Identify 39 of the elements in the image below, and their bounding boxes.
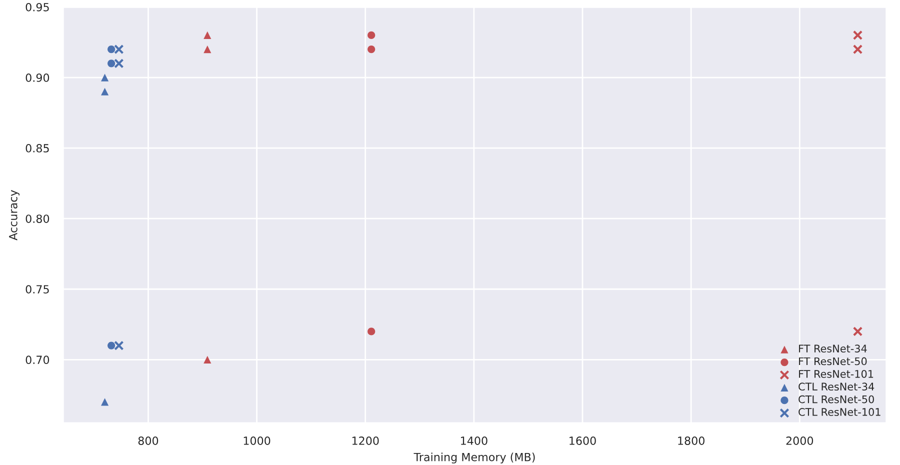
point (100, 88, 109, 96)
legend-label: CTL ResNet-50 (798, 395, 874, 404)
point (114, 58, 124, 68)
x-tick-label: 800 (138, 436, 158, 445)
point (852, 30, 863, 40)
x-tick-label: 1400 (461, 436, 488, 445)
x-tick-label: 2000 (786, 436, 814, 445)
x-tick-label: 1000 (244, 436, 270, 445)
x-tick-label: 1200 (352, 436, 379, 445)
point (368, 31, 376, 39)
point (100, 74, 109, 82)
y-tick-label: 0.80 (26, 214, 50, 223)
legend-label: FT ResNet-101 (799, 370, 874, 378)
point (204, 356, 212, 364)
y-tick-label: 0.95 (26, 2, 49, 12)
legend-label: FT ResNet-34 (799, 344, 867, 352)
x-tick-label: 1800 (678, 436, 704, 445)
point (108, 342, 116, 350)
point (852, 326, 863, 336)
point (100, 398, 109, 406)
point (114, 340, 124, 350)
y-tick-label: 0.75 (26, 285, 49, 294)
point (108, 45, 116, 54)
legend-label: CTL ResNet-34 (798, 382, 874, 391)
legend-label: FT ResNet-50 (799, 357, 867, 366)
x-axis-title: Training Memory (MB) (414, 452, 535, 464)
point (368, 45, 376, 54)
point (108, 60, 116, 68)
y-tick-label: 0.85 (26, 144, 49, 152)
point (852, 44, 863, 54)
point (114, 44, 124, 54)
y-tick-label: 0.70 (26, 356, 50, 364)
point (204, 31, 212, 39)
point (204, 45, 212, 54)
x-tick-label: 1600 (570, 436, 596, 445)
legend-label: CTL ResNet-101 (798, 408, 880, 416)
y-axis-title: Accuracy (9, 190, 20, 240)
y-tick-label: 0.90 (26, 73, 50, 82)
point (368, 328, 376, 336)
